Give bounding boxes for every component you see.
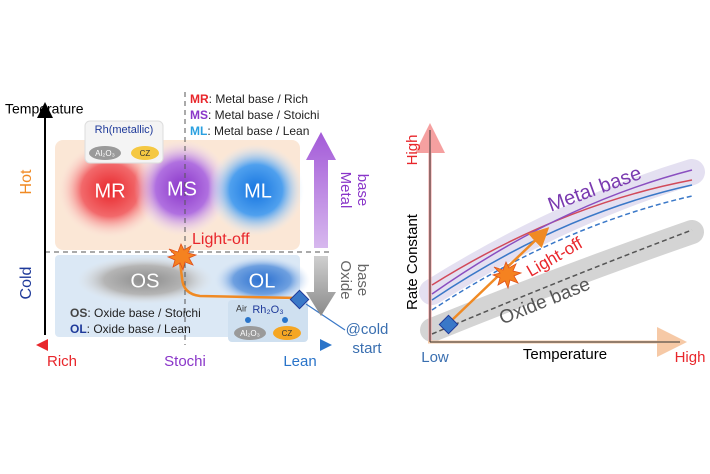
metal-base-label: base bbox=[354, 174, 371, 207]
curve bbox=[431, 195, 693, 311]
light-off-path bbox=[178, 261, 299, 300]
arrow-left bbox=[36, 339, 48, 351]
mr-blob bbox=[58, 142, 162, 238]
cold-start-marker bbox=[438, 314, 459, 335]
legend-text: : Oxide base / Stoichi bbox=[87, 306, 200, 320]
x-high-label: High bbox=[675, 349, 706, 366]
curve bbox=[431, 229, 693, 335]
light-off-arrow bbox=[449, 227, 550, 323]
oxide-base-label: base bbox=[354, 264, 371, 297]
arrow-right bbox=[320, 339, 332, 351]
support bbox=[234, 326, 266, 340]
cold-start-marker bbox=[289, 289, 310, 310]
legend-code: OL bbox=[70, 322, 87, 336]
legend-entry: ML: Metal base / Lean bbox=[190, 124, 309, 138]
ms-blob bbox=[134, 140, 230, 236]
curve bbox=[431, 169, 693, 295]
legend-entry: MR: Metal base / Rich bbox=[190, 92, 308, 106]
region-label: ML bbox=[244, 180, 272, 202]
rh-metallic: Rh(metallic) bbox=[95, 124, 154, 136]
rh2o3-label: Rh₂O₃ bbox=[252, 304, 283, 316]
light-off-label: Light-off bbox=[192, 231, 250, 248]
support-label: Al₂O₃ bbox=[240, 329, 260, 338]
x-label: Lean bbox=[283, 353, 316, 370]
region-label: OS bbox=[131, 270, 160, 292]
ol-blob bbox=[214, 256, 310, 304]
metal-base-label: Metal bbox=[337, 172, 354, 209]
cold-start-label: start bbox=[352, 340, 382, 357]
legend-entry: MS: Metal base / Stoichi bbox=[190, 108, 319, 122]
support-label: Al₂O₃ bbox=[95, 149, 115, 158]
ml-blob bbox=[208, 144, 304, 236]
support bbox=[89, 146, 121, 160]
legend-text: : Oxide base / Lean bbox=[87, 322, 191, 336]
cold-start-label: @cold bbox=[346, 321, 389, 338]
o-atom bbox=[245, 317, 251, 323]
legend-text: : Metal base / Lean bbox=[207, 124, 309, 138]
x-label: Stochi bbox=[164, 353, 206, 370]
y-high-label: High bbox=[404, 135, 421, 166]
oxide-arrow bbox=[306, 256, 336, 316]
x-axis-label: Temperature bbox=[523, 346, 607, 363]
region-label: MR bbox=[94, 180, 125, 202]
o-atom bbox=[282, 317, 288, 323]
light-off-star bbox=[491, 261, 523, 290]
support-label: CZ bbox=[282, 329, 293, 338]
y-axis-label: Temperature bbox=[5, 101, 84, 117]
callout-line bbox=[305, 303, 346, 331]
x-low-label: Low bbox=[421, 349, 449, 366]
legend-code: ML bbox=[190, 124, 207, 138]
cold-label: Cold bbox=[18, 267, 35, 300]
os-blob bbox=[77, 256, 213, 304]
legend-entry: OS: Oxide base / Stoichi bbox=[70, 306, 201, 320]
region-label: OL bbox=[249, 270, 276, 292]
x-label: Rich bbox=[47, 353, 77, 370]
oxide-band bbox=[420, 220, 704, 342]
y-axis-label: Rate Constant bbox=[404, 213, 421, 310]
oxide-base-label: Oxide bbox=[337, 260, 354, 299]
light-off-star bbox=[166, 243, 198, 272]
support bbox=[273, 326, 301, 340]
air-label: Air bbox=[236, 303, 247, 313]
hot-label: Hot bbox=[18, 169, 35, 194]
support bbox=[131, 146, 159, 160]
metal-arrow bbox=[306, 132, 336, 248]
region-label: MS bbox=[167, 178, 197, 200]
support-label: CZ bbox=[140, 149, 151, 158]
curve bbox=[431, 184, 693, 301]
legend-code: MR bbox=[190, 92, 209, 106]
legend-entry: OL: Oxide base / Lean bbox=[70, 322, 191, 336]
legend-code: OS bbox=[70, 306, 87, 320]
legend-text: : Metal base / Stoichi bbox=[208, 108, 319, 122]
legend-text: : Metal base / Rich bbox=[209, 92, 308, 106]
legend-code: MS bbox=[190, 108, 208, 122]
